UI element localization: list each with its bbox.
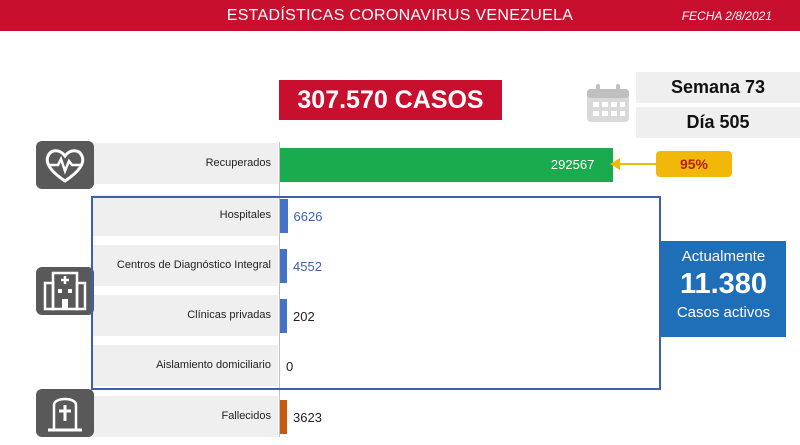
- pct-arrowhead: [610, 158, 620, 170]
- active-number: 11.380: [679, 268, 768, 300]
- calendar-icon: [587, 84, 629, 122]
- bar-cdi: [280, 249, 287, 283]
- value-label-aislamiento: 0: [286, 359, 294, 374]
- bar-clinicas: [280, 299, 287, 333]
- bar-hospitales: [280, 199, 288, 233]
- row-bg-fallecidos: [93, 396, 278, 437]
- row-bg-aislamiento: [93, 345, 278, 386]
- row-bg-recuperados: [93, 143, 278, 184]
- active-line2: Casos activos: [676, 304, 771, 321]
- heart-pulse-icon: [45, 149, 85, 183]
- active-line1: Actualmente: [681, 248, 766, 265]
- category-label: Recuperados: [205, 157, 271, 169]
- bar-recuperados: [280, 148, 613, 182]
- report-date: FECHA 2/8/2021: [681, 9, 772, 23]
- category-label: Aislamiento domiciliario: [156, 359, 271, 371]
- value-label-hospitales: 6626: [293, 209, 323, 224]
- hospital-icon: [43, 271, 87, 311]
- bar-fallecidos: [280, 400, 287, 434]
- hospital-icon-box: [36, 267, 94, 315]
- category-label: Clínicas privadas: [187, 309, 271, 321]
- page-title: ESTADÍSTICAS CORONAVIRUS VENEZUELA: [226, 7, 574, 24]
- category-label: Hospitales: [219, 209, 271, 221]
- recovered-icon-box: [36, 141, 94, 189]
- row-bg-clinicas: [93, 295, 278, 336]
- row-bg-cdi: [93, 245, 278, 286]
- value-label-clinicas: 202: [293, 309, 315, 324]
- hospitalized-group-frame: [91, 196, 661, 390]
- pct-arrow: [612, 163, 658, 165]
- row-bg-hospitales: [93, 195, 278, 236]
- value-label-recuperados: 292567: [550, 157, 595, 172]
- recovered-pct-badge: 95%: [656, 151, 732, 177]
- header-bar: ESTADÍSTICAS CORONAVIRUS VENEZUELA FECHA…: [0, 0, 800, 31]
- tombstone-icon: [48, 397, 82, 432]
- deceased-icon-box: [36, 389, 94, 437]
- category-label: Centros de Diagnóstico Integral: [116, 259, 271, 271]
- day-label: Día 505: [636, 107, 800, 138]
- week-label: Semana 73: [636, 72, 800, 103]
- value-label-cdi: 4552: [293, 259, 322, 274]
- total-cases-badge: 307.570 CASOS: [279, 80, 502, 120]
- category-label: Fallecidos: [221, 410, 271, 422]
- value-label-fallecidos: 3623: [293, 410, 322, 425]
- active-cases-box: Actualmente 11.380 Casos activos: [661, 241, 786, 337]
- chart-axis: [279, 142, 280, 437]
